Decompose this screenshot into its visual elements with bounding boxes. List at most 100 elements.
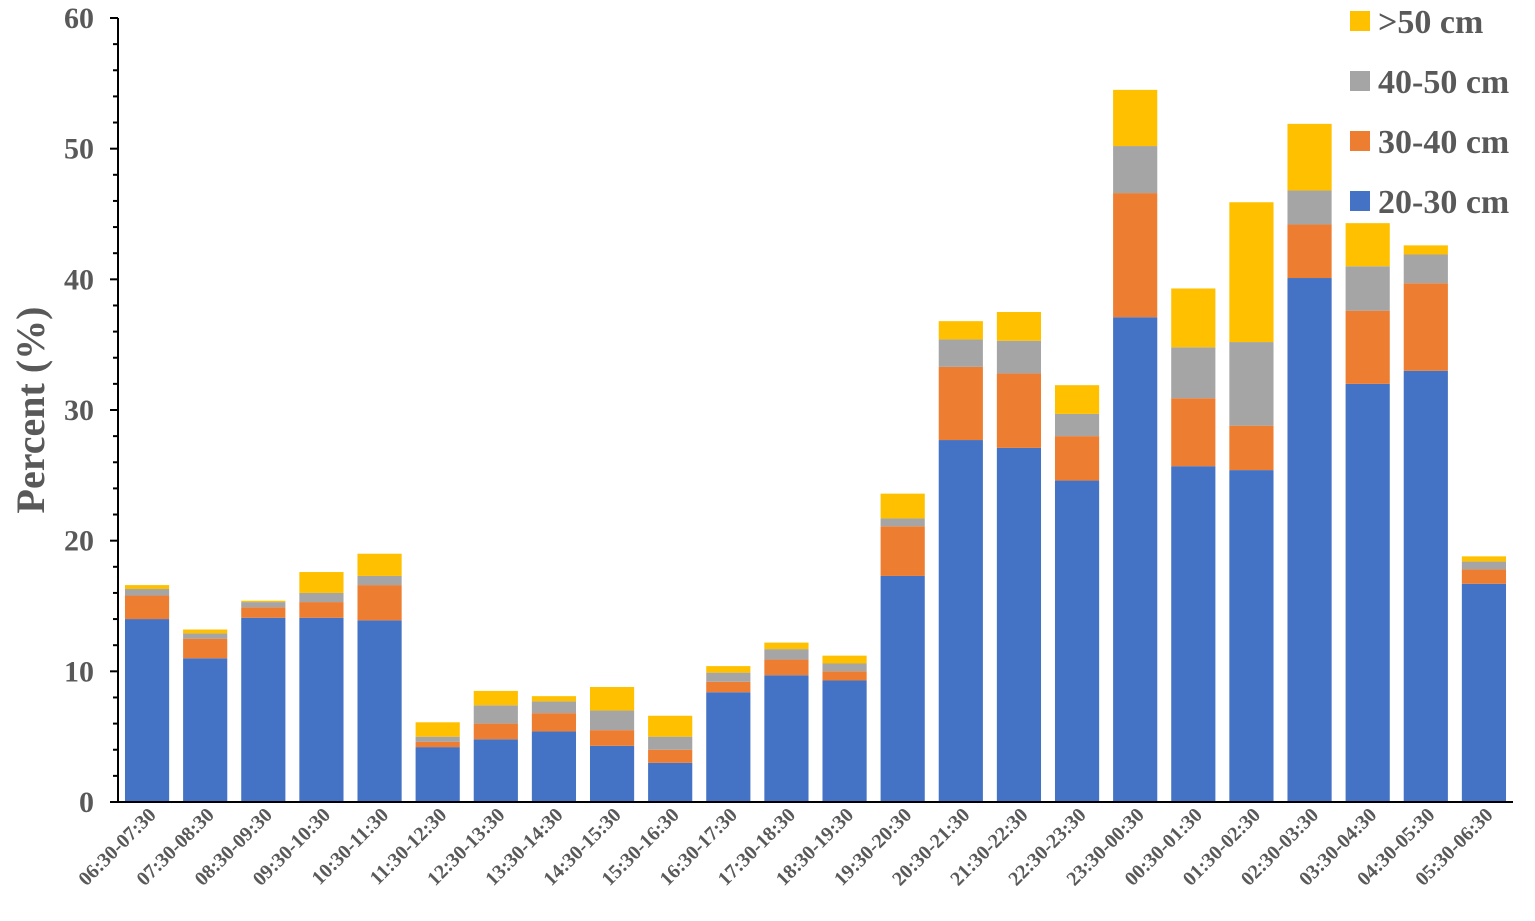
bar-segment-40-50-cm-14: [938, 339, 983, 367]
bar-segment-20-30-cm-7: [531, 731, 577, 802]
legend-swatch: [1350, 11, 1370, 31]
bar-segment-50-cm-11: [764, 642, 809, 650]
bar-segment-40-50-cm-18: [1171, 347, 1216, 399]
y-ticks: 0 10 20 30 40 50 60: [64, 2, 118, 819]
bar-segment-30-40-cm-13: [880, 526, 925, 576]
bar-segment-30-40-cm-21: [1345, 310, 1390, 384]
bar-segment-40-50-cm-20: [1287, 190, 1332, 225]
y-tick-label: 0: [79, 786, 94, 819]
bar-segment-50-cm-22: [1403, 245, 1448, 255]
bar-segment-20-30-cm-1: [183, 658, 228, 802]
bar-segment-40-50-cm-23: [1461, 561, 1507, 570]
bar-segment-30-40-cm-1: [183, 638, 228, 659]
bar-segment-20-30-cm-4: [357, 620, 402, 802]
bar-segment-50-cm-14: [938, 321, 983, 340]
bar-segment-30-40-cm-6: [473, 723, 518, 740]
bar-segment-30-40-cm-2: [241, 607, 286, 618]
x-ticks: 06:30-07:3007:30-08:3008:30-09:3009:30-1…: [74, 804, 1497, 890]
bar-segment-30-40-cm-4: [357, 585, 402, 621]
bar-segment-30-40-cm-20: [1287, 224, 1332, 279]
bar-segment-20-30-cm-20: [1287, 278, 1332, 802]
bar-segment-50-cm-7: [531, 696, 577, 702]
bar-segment-30-40-cm-17: [1113, 193, 1158, 318]
legend-label: 20-30 cm: [1378, 184, 1509, 221]
bar-segment-40-50-cm-22: [1403, 254, 1448, 284]
bar-segment-40-50-cm-10: [706, 672, 751, 682]
bar-segment-40-50-cm-6: [473, 705, 518, 724]
bar-segment-30-40-cm-15: [996, 373, 1042, 448]
bar-segment-30-40-cm-5: [415, 741, 460, 748]
bar-segment-20-30-cm-11: [764, 675, 809, 802]
bar-segment-40-50-cm-4: [357, 575, 402, 586]
bar-segment-50-cm-0: [124, 585, 170, 590]
bar-segment-30-40-cm-23: [1461, 569, 1507, 584]
bar-segment-50-cm-12: [822, 655, 867, 664]
bar-segment-50-cm-13: [880, 493, 925, 519]
bar-segment-30-40-cm-18: [1171, 398, 1216, 467]
bar-segment-50-cm-2: [241, 600, 286, 603]
bar-segment-30-40-cm-14: [938, 366, 983, 441]
bar-segment-40-50-cm-5: [415, 736, 460, 742]
bar-segment-50-cm-9: [648, 715, 693, 737]
bar-segment-30-40-cm-8: [589, 730, 635, 746]
y-tick-label: 20: [64, 525, 94, 558]
bar-segment-20-30-cm-2: [241, 617, 286, 802]
bar-segment-30-40-cm-3: [299, 602, 344, 618]
legend-swatch: [1350, 131, 1370, 151]
bar-segment-30-40-cm-19: [1229, 425, 1274, 471]
bar-segment-50-cm-16: [1054, 385, 1100, 414]
legend-swatch: [1350, 191, 1370, 211]
bar-segment-20-30-cm-9: [648, 762, 693, 802]
bar-segment-40-50-cm-15: [996, 340, 1042, 374]
bar-segment-20-30-cm-10: [706, 692, 751, 802]
bar-segment-40-50-cm-9: [648, 736, 693, 750]
bar-segment-20-30-cm-6: [473, 739, 518, 802]
bar-segment-20-30-cm-5: [415, 747, 460, 802]
legend-label: 30-40 cm: [1378, 124, 1509, 161]
bar-segment-40-50-cm-7: [531, 701, 577, 714]
bar-segment-20-30-cm-17: [1113, 317, 1158, 802]
y-tick-label: 60: [64, 2, 94, 35]
bar-segment-40-50-cm-16: [1054, 413, 1100, 437]
y-axis-title: Percent (%): [8, 307, 53, 514]
bar-segment-20-30-cm-19: [1229, 470, 1274, 802]
bar-segment-50-cm-8: [589, 687, 635, 711]
bar-segment-20-30-cm-16: [1054, 480, 1100, 802]
y-tick-label: 40: [64, 263, 94, 296]
bar-segment-20-30-cm-12: [822, 680, 867, 802]
bar-segment-30-40-cm-16: [1054, 436, 1100, 481]
legend-label: >50 cm: [1378, 4, 1483, 41]
bar-segment-30-40-cm-9: [648, 749, 693, 763]
bar-segment-40-50-cm-17: [1113, 146, 1158, 194]
bar-segment-40-50-cm-11: [764, 649, 809, 660]
bar-segment-50-cm-15: [996, 312, 1042, 341]
bar-segment-20-30-cm-23: [1461, 583, 1507, 802]
bar-segment-40-50-cm-2: [241, 602, 286, 608]
bar-segment-20-30-cm-3: [299, 617, 344, 802]
bar-segment-40-50-cm-13: [880, 518, 925, 527]
bar-segment-50-cm-6: [473, 690, 518, 706]
y-tick-label: 10: [64, 655, 94, 688]
bar-segment-40-50-cm-0: [124, 589, 170, 596]
bar-segment-50-cm-1: [183, 629, 228, 634]
bars-layer: [124, 89, 1507, 802]
bar-segment-40-50-cm-12: [822, 663, 867, 672]
y-tick-label: 30: [64, 394, 94, 427]
bar-segment-50-cm-18: [1171, 288, 1216, 348]
bar-segment-30-40-cm-10: [706, 681, 751, 693]
bar-segment-20-30-cm-18: [1171, 466, 1216, 802]
y-tick-label: 50: [64, 133, 94, 166]
bar-segment-20-30-cm-22: [1403, 370, 1448, 802]
bar-segment-20-30-cm-14: [938, 440, 983, 802]
bar-segment-50-cm-4: [357, 553, 402, 576]
bar-segment-20-30-cm-0: [124, 619, 170, 802]
bar-segment-30-40-cm-0: [124, 595, 170, 620]
bar-segment-30-40-cm-12: [822, 671, 867, 681]
bar-segment-50-cm-20: [1287, 123, 1332, 191]
bar-segment-20-30-cm-8: [589, 745, 635, 802]
bar-segment-40-50-cm-8: [589, 710, 635, 731]
bar-segment-40-50-cm-3: [299, 592, 344, 603]
bar-segment-40-50-cm-19: [1229, 342, 1274, 426]
legend-swatch: [1350, 71, 1370, 91]
